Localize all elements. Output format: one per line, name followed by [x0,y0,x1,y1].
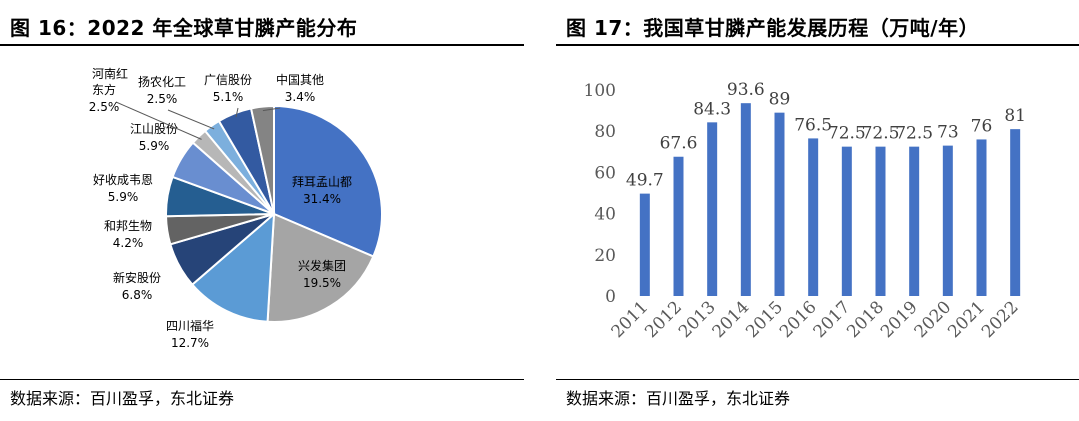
bar [639,193,650,296]
x-tick-label: 2021 [944,297,989,342]
bar-value-label: 73 [937,123,959,143]
x-tick-label: 2022 [978,297,1023,342]
bar [875,146,886,296]
slice-label: 扬农化工 2.5% [138,74,186,106]
pie-slice [190,211,276,323]
bar-value-label: 81 [1004,106,1026,126]
x-tick-label: 2013 [675,297,720,342]
pie-chart-title: 图 16：2022 年全球草甘膦产能分布 [10,16,358,40]
title-divider [0,44,524,46]
y-tick-label: 60 [594,163,616,183]
pie-chart-panel: 图 16：2022 年全球草甘膦产能分布 拜耳孟山都 31.4% 兴发集团 19.5%… [0,0,524,421]
y-tick-label: 100 [584,81,616,101]
slice-label: 江山股份 5.9% [130,122,178,153]
bar [774,112,785,296]
bar-value-label: 72.5 [828,124,866,144]
x-tick-label: 2016 [776,297,821,342]
title-divider [556,44,1079,46]
y-tick-label: 0 [605,287,616,307]
slice-label: 广信股份 5.1% [204,73,252,104]
y-tick-label: 40 [594,205,616,225]
slice-label: 新安股份 6.8% [113,270,161,302]
x-tick-label: 2015 [742,297,787,342]
x-tick-label: 2017 [810,297,855,342]
x-tick-label: 2014 [709,297,754,342]
x-tick-label: 2020 [911,297,956,342]
bar [841,146,852,296]
bar-value-label: 76.5 [794,115,832,135]
leader-line [167,109,215,130]
leader-line [262,107,281,112]
source-divider [556,379,1079,380]
bar [942,145,953,296]
bar [740,103,751,297]
bar-chart: 02040608010049.7201167.6201284.3201393.6… [584,80,1026,342]
slice-label: 河南红东方 2.5% [89,66,128,114]
bar-value-label: 93.6 [727,80,765,100]
y-tick-label: 20 [594,246,616,266]
bar-value-label: 76 [971,116,993,136]
pie-chart-source: 数据来源：百川盈孚，东北证券 [10,389,235,408]
slice-label: 兴发集团 19.5% [298,258,346,290]
bar-value-label: 49.7 [626,171,664,191]
pie-chart: 拜耳孟山都 31.4% 兴发集团 19.5% 四川福华 12.7%新安股份 6.8% 和邦生物… [89,66,383,350]
slice-label: 好收成韦恩 5.9% [93,173,153,204]
pie-slice [273,104,383,258]
bar-chart-title: 图 17：我国草甘膦产能发展历程（万吨/年） [566,16,980,40]
slice-label: 四川福华 12.7% [166,318,214,350]
y-tick-label: 80 [594,122,616,142]
bar-chart-source: 数据来源：百川盈孚，东北证券 [566,389,791,408]
slice-label: 拜耳孟山都 31.4% [292,175,352,206]
bar [808,138,819,296]
bar [976,139,987,296]
bar [707,122,718,296]
bar-chart-panel: 图 17：我国草甘膦产能发展历程（万吨/年） 0 20 40 60 80 100 49.7 2… [556,0,1079,421]
bar-value-label: 67.6 [660,134,698,154]
source-divider [0,379,524,380]
bar [673,156,684,296]
bar-value-label: 84.3 [693,99,731,119]
bar-value-label: 72.5 [862,124,900,144]
x-tick-label: 2018 [843,297,888,342]
bar-value-label: 72.5 [895,124,933,144]
bar-value-label: 89 [769,90,791,110]
slice-label: 中国其他 3.4% [276,72,324,104]
bar [909,146,920,296]
bar [1010,129,1021,296]
slice-label: 和邦生物 4.2% [104,219,152,250]
leader-line [235,107,239,118]
pie-slice [266,212,375,323]
x-tick-label: 2012 [641,297,686,342]
pie-slice [249,104,275,215]
x-tick-label: 2019 [877,297,922,342]
leader-line [115,101,202,140]
